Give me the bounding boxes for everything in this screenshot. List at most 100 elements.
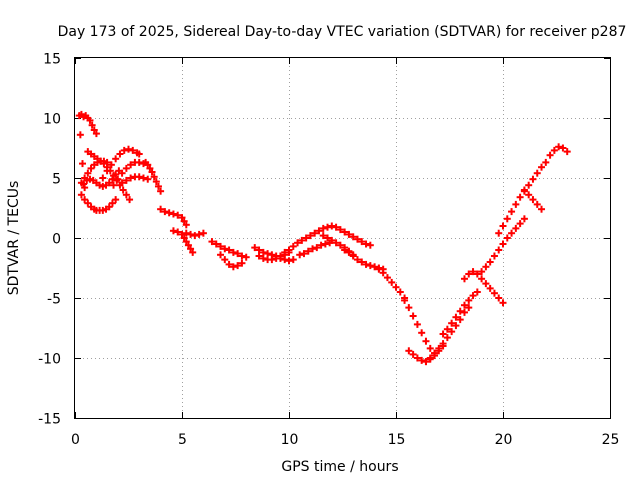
data-point — [169, 227, 177, 235]
y-axis-label: SDTVAR / TECUs — [6, 181, 22, 296]
data-point — [529, 196, 537, 204]
y-tick-label: -5 — [47, 292, 61, 308]
data-point — [336, 226, 344, 234]
data-point — [482, 280, 490, 288]
data-point — [388, 278, 396, 286]
data-point — [180, 234, 188, 242]
data-point — [448, 319, 456, 327]
data-point — [396, 288, 404, 296]
data-point — [512, 224, 520, 232]
data-point — [225, 246, 233, 254]
data-point — [165, 209, 173, 217]
data-point — [221, 256, 229, 264]
data-point — [452, 322, 460, 330]
plot-frame — [74, 57, 611, 419]
data-point — [366, 241, 374, 249]
data-point — [538, 163, 546, 171]
data-point — [490, 252, 498, 260]
data-point — [221, 245, 229, 253]
data-point — [217, 251, 225, 259]
data-point — [182, 229, 190, 237]
data-point — [328, 222, 336, 230]
data-point — [328, 236, 336, 244]
data-point — [443, 325, 451, 333]
data-point — [490, 289, 498, 297]
data-point — [469, 292, 477, 300]
data-point — [105, 203, 113, 211]
data-point — [499, 299, 507, 307]
data-point — [324, 234, 332, 242]
data-point — [439, 340, 447, 348]
data-point — [281, 256, 289, 264]
data-point — [409, 312, 417, 320]
data-point — [533, 200, 541, 208]
data-point — [110, 181, 118, 189]
data-point — [503, 215, 511, 223]
y-tick-label: -15 — [38, 412, 61, 428]
data-point — [460, 308, 468, 316]
data-point — [324, 223, 332, 231]
data-point — [90, 126, 98, 134]
data-point — [157, 187, 165, 195]
data-point — [199, 229, 207, 237]
data-point — [426, 344, 434, 352]
data-point — [409, 350, 417, 358]
data-point — [114, 175, 122, 183]
data-point — [152, 178, 160, 186]
data-point — [366, 262, 374, 270]
data-point — [319, 224, 327, 232]
data-point — [77, 191, 85, 199]
data-point — [157, 205, 165, 213]
data-point — [122, 176, 130, 184]
data-point — [304, 247, 312, 255]
data-point — [195, 230, 203, 238]
data-point — [225, 260, 233, 268]
data-point — [259, 254, 267, 262]
data-point — [139, 174, 147, 182]
data-point — [229, 248, 237, 256]
data-point — [555, 143, 563, 151]
data-point — [135, 150, 143, 158]
data-point — [103, 158, 111, 166]
data-point — [112, 196, 120, 204]
data-point — [341, 228, 349, 236]
data-point — [383, 274, 391, 282]
data-point — [422, 358, 430, 366]
data-point — [371, 263, 379, 271]
data-point — [349, 252, 357, 260]
data-point — [182, 238, 190, 246]
data-point — [482, 263, 490, 271]
data-point — [84, 169, 92, 177]
data-point — [452, 313, 460, 321]
data-point — [99, 174, 107, 182]
data-point — [418, 329, 426, 337]
data-point — [533, 169, 541, 177]
data-point — [127, 174, 135, 182]
data-point — [465, 270, 473, 278]
data-point — [81, 196, 89, 204]
data-point — [332, 239, 340, 247]
data-point — [285, 257, 293, 265]
data-point — [298, 236, 306, 244]
data-point — [486, 284, 494, 292]
grid — [75, 58, 610, 418]
data-point — [353, 235, 361, 243]
data-point — [264, 250, 272, 258]
data-point — [512, 200, 520, 208]
data-point — [296, 251, 304, 259]
y-tick-label: 15 — [43, 52, 61, 68]
data-point — [120, 146, 128, 154]
data-point — [456, 307, 464, 315]
x-tick-label: 5 — [178, 432, 187, 448]
data-point — [238, 259, 246, 267]
data-point — [178, 230, 186, 238]
data-point — [122, 164, 130, 172]
data-point — [332, 223, 340, 231]
data-point — [174, 228, 182, 236]
data-point — [242, 253, 250, 261]
data-point — [182, 221, 190, 229]
data-point — [311, 229, 319, 237]
data-point — [460, 275, 468, 283]
data-point — [135, 173, 143, 181]
